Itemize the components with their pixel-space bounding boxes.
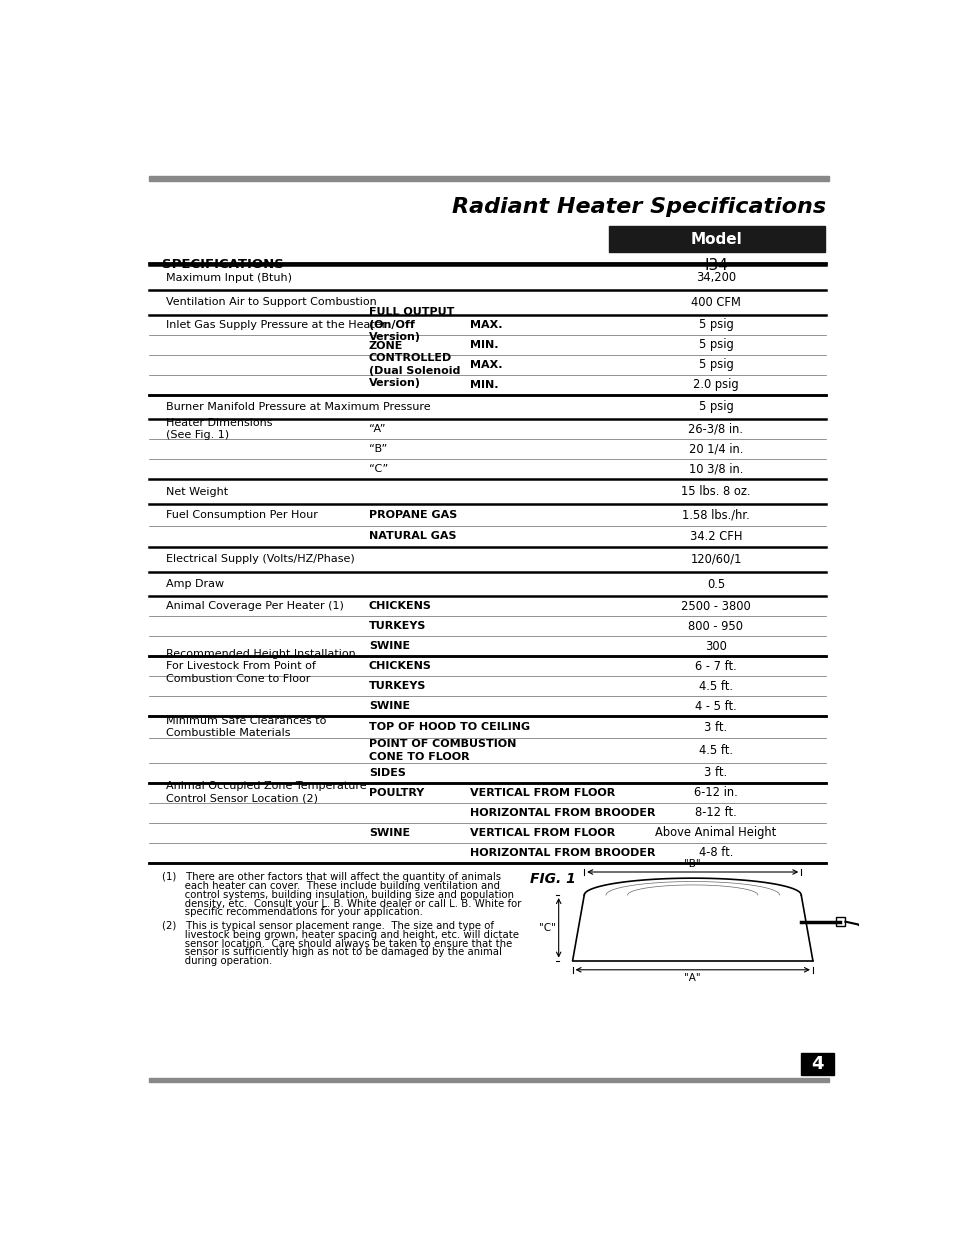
Text: specific recommendations for your application.: specific recommendations for your applic… [162,908,422,918]
Text: SWINE: SWINE [369,701,410,711]
Text: Amp Draw: Amp Draw [166,579,224,589]
Text: 15 lbs. 8 oz.: 15 lbs. 8 oz. [680,485,750,498]
Text: Animal Occupied Zone Temperature
Control Sensor Location (2): Animal Occupied Zone Temperature Control… [166,782,366,804]
Text: 6-12 in.: 6-12 in. [694,787,737,799]
Text: I34: I34 [703,258,727,273]
Text: Burner Manifold Pressure at Maximum Pressure: Burner Manifold Pressure at Maximum Pres… [166,401,430,412]
Text: NATURAL GAS: NATURAL GAS [369,531,456,541]
Text: 4 - 5 ft.: 4 - 5 ft. [695,700,736,713]
Text: POULTRY: POULTRY [369,788,423,798]
Text: VERTICAL FROM FLOOR: VERTICAL FROM FLOOR [470,827,615,837]
Text: CHICKENS: CHICKENS [369,601,431,611]
Text: sensor location.  Care should always be taken to ensure that the: sensor location. Care should always be t… [162,939,512,948]
Text: TURKEYS: TURKEYS [369,682,426,692]
Text: 3 ft.: 3 ft. [703,766,727,779]
Text: Recommended Height Installation
For Livestock From Point of
Combustion Cone to F: Recommended Height Installation For Live… [166,650,355,684]
Text: SWINE: SWINE [369,827,410,837]
Text: SIDES: SIDES [369,768,405,778]
Text: "A": "A" [683,973,700,983]
Text: livestock being grown, heater spacing and height, etc. will dictate: livestock being grown, heater spacing an… [162,930,518,940]
Text: 400 CFM: 400 CFM [690,295,740,309]
Text: POINT OF COMBUSTION
CONE TO FLOOR: POINT OF COMBUSTION CONE TO FLOOR [369,739,516,762]
Text: 20 1/4 in.: 20 1/4 in. [688,443,742,456]
Text: “A”: “A” [369,425,385,435]
Text: Maximum Input (Btuh): Maximum Input (Btuh) [166,273,292,283]
Text: Net Weight: Net Weight [166,487,228,496]
Bar [801,1053,833,1074]
Text: Heater Dimensions
(See Fig. 1): Heater Dimensions (See Fig. 1) [166,419,272,441]
Text: SWINE: SWINE [369,641,410,651]
Text: 34,200: 34,200 [695,270,736,284]
Text: 5 psig: 5 psig [698,338,733,351]
Text: Radiant Heater Specifications: Radiant Heater Specifications [452,196,825,216]
Text: PROPANE GAS: PROPANE GAS [369,510,456,520]
Text: MIN.: MIN. [470,340,498,350]
Text: Minimum Safe Clearances to
Combustible Materials: Minimum Safe Clearances to Combustible M… [166,716,326,739]
Text: 26-3/8 in.: 26-3/8 in. [688,422,742,436]
Text: Ventilation Air to Support Combustion: Ventilation Air to Support Combustion [166,298,376,308]
Bar [149,175,828,182]
Text: FULL OUTPUT
(On/Off
Version): FULL OUTPUT (On/Off Version) [369,308,454,342]
Text: 1.58 lbs./hr.: 1.58 lbs./hr. [681,509,749,521]
Text: Animal Coverage Per Heater (1): Animal Coverage Per Heater (1) [166,601,343,611]
Text: Model: Model [690,231,741,247]
Text: Above Animal Height: Above Animal Height [655,826,776,840]
Text: TURKEYS: TURKEYS [369,621,426,631]
Text: 4: 4 [810,1055,822,1073]
Text: CHICKENS: CHICKENS [369,662,431,672]
Text: control systems, building insulation, building size and population: control systems, building insulation, bu… [162,889,514,900]
Text: “B”: “B” [369,445,387,454]
Text: 5 psig: 5 psig [698,319,733,331]
Text: “C”: “C” [369,464,388,474]
Text: 8-12 ft.: 8-12 ft. [695,806,736,819]
Text: HORIZONTAL FROM BROODER: HORIZONTAL FROM BROODER [470,808,655,818]
Text: during operation.: during operation. [162,956,272,966]
Text: HORIZONTAL FROM BROODER: HORIZONTAL FROM BROODER [470,847,655,858]
Bar [149,1078,828,1082]
Text: MAX.: MAX. [470,359,502,369]
Text: 4-8 ft.: 4-8 ft. [699,846,733,860]
Bar [608,226,823,252]
Text: 34.2 CFH: 34.2 CFH [689,530,741,542]
Text: FIG. 1: FIG. 1 [530,872,576,885]
Text: "B": "B" [683,858,700,869]
Text: (2)   This is typical sensor placement range.  The size and type of: (2) This is typical sensor placement ran… [162,921,494,931]
Text: (1)   There are other factors that will affect the quantity of animals: (1) There are other factors that will af… [162,872,500,882]
Text: 3 ft.: 3 ft. [703,721,727,734]
Text: 2500 - 3800: 2500 - 3800 [680,600,750,613]
Text: 0.5: 0.5 [706,578,724,590]
Text: 120/60/1: 120/60/1 [690,553,740,566]
Text: VERTICAL FROM FLOOR: VERTICAL FROM FLOOR [470,788,615,798]
Text: SPECIFICATIONS: SPECIFICATIONS [162,258,283,270]
Text: TOP OF HOOD TO CEILING: TOP OF HOOD TO CEILING [369,722,529,732]
Text: ZONE
CONTROLLED
(Dual Solenoid
Version): ZONE CONTROLLED (Dual Solenoid Version) [369,341,459,388]
Text: 6 - 7 ft.: 6 - 7 ft. [695,659,736,673]
Text: sensor is sufficiently high as not to be damaged by the animal: sensor is sufficiently high as not to be… [162,947,501,957]
Text: MAX.: MAX. [470,320,502,330]
Text: 10 3/8 in.: 10 3/8 in. [688,463,742,475]
Text: "C": "C" [538,923,556,932]
Text: 300: 300 [704,640,726,653]
Text: each heater can cover.  These include building ventilation and: each heater can cover. These include bui… [162,881,499,890]
Text: 4.5 ft.: 4.5 ft. [699,680,732,693]
Text: 4.5 ft.: 4.5 ft. [699,743,732,757]
Text: Fuel Consumption Per Hour: Fuel Consumption Per Hour [166,510,317,520]
Text: 5 psig: 5 psig [698,358,733,370]
Text: Electrical Supply (Volts/HZ/Phase): Electrical Supply (Volts/HZ/Phase) [166,555,355,564]
Text: density, etc.  Consult your L. B. White dealer or call L. B. White for: density, etc. Consult your L. B. White d… [162,899,520,909]
Text: 800 - 950: 800 - 950 [688,620,742,632]
Text: 2.0 psig: 2.0 psig [693,378,738,391]
Text: MIN.: MIN. [470,379,498,389]
Text: Inlet Gas Supply Pressure at the Heater: Inlet Gas Supply Pressure at the Heater [166,320,386,330]
Text: 5 psig: 5 psig [698,400,733,414]
Bar [835,918,844,926]
